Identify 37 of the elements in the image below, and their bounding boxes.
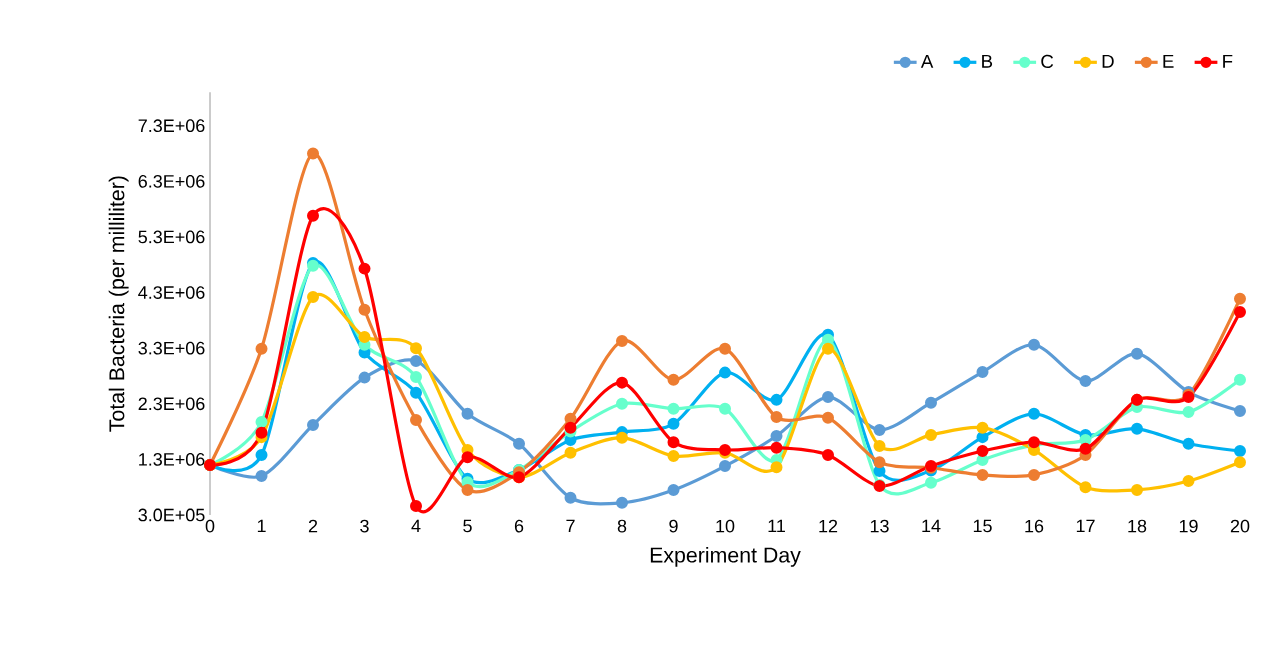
x-tick-label: 9 — [669, 519, 678, 533]
legend-label: E — [1163, 54, 1174, 68]
x-tick-label: 12 — [819, 519, 838, 533]
y-tick-label: 1.3E+06 — [139, 453, 205, 466]
x-tick-label: 14 — [922, 519, 941, 533]
x-tick-label: 2 — [308, 519, 318, 533]
x-tick-label: 19 — [1179, 519, 1198, 533]
y-axis-title: Total Bacteria (per milliliter) — [108, 176, 129, 432]
y-tick-label: 3.3E+06 — [138, 341, 205, 355]
legend-label: C — [1041, 54, 1054, 69]
x-tick-label: 8 — [617, 519, 627, 533]
y-tick-label: 3.0E+05 — [138, 508, 205, 522]
x-tick-label: 1 — [257, 519, 266, 533]
x-tick-label: 3 — [360, 519, 369, 533]
x-tick-label: 4 — [411, 519, 421, 533]
x-tick-label: 17 — [1076, 519, 1095, 533]
y-tick-label: 7.3E+06 — [138, 119, 205, 133]
x-axis-title: Experiment Day — [650, 546, 801, 567]
legend-label: D — [1102, 54, 1114, 68]
y-tick-label: 2.3E+06 — [138, 397, 205, 411]
x-tick-label: 18 — [1128, 519, 1147, 533]
x-tick-label: 11 — [768, 519, 785, 533]
x-tick-label: 6 — [514, 519, 524, 533]
x-tick-label: 16 — [1025, 519, 1044, 533]
y-tick-label: 6.3E+06 — [138, 174, 205, 188]
y-tick-label: 4.3E+06 — [138, 286, 205, 299]
y-tick-label: 5.3E+06 — [138, 230, 205, 244]
legend-label: B — [982, 54, 993, 68]
legend-label: F — [1223, 54, 1233, 68]
x-tick-label: 0 — [205, 519, 215, 533]
x-tick-label: 13 — [870, 519, 889, 533]
legend-label: A — [920, 54, 934, 68]
x-tick-label: 20 — [1230, 519, 1250, 533]
x-tick-label: 5 — [463, 519, 472, 533]
x-tick-label: 10 — [716, 519, 735, 533]
x-tick-label: 15 — [973, 519, 992, 533]
x-tick-label: 7 — [566, 519, 575, 533]
